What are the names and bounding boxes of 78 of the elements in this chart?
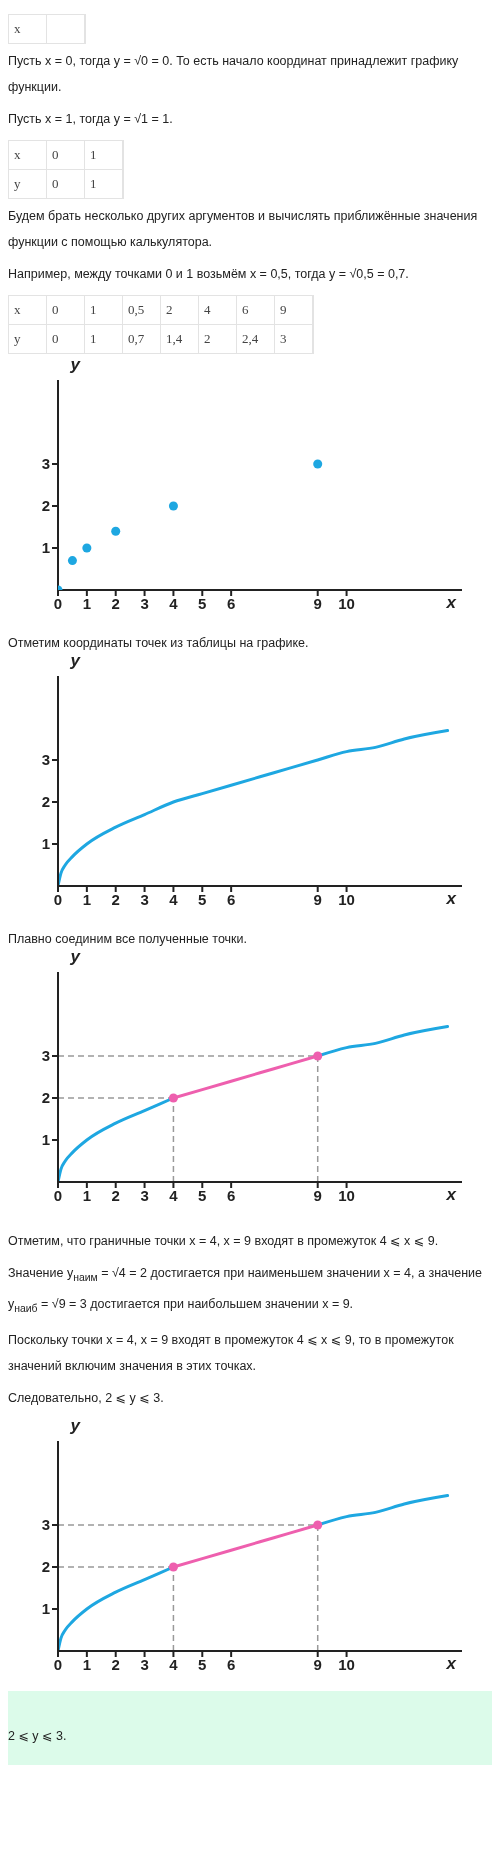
x-tick-label: 0 — [53, 594, 63, 612]
x-tick-label: 9 — [313, 594, 322, 612]
x-tick-label: 9 — [313, 1655, 322, 1673]
x-tick-label: 6 — [226, 1186, 236, 1204]
x-tick-label: 6 — [226, 1655, 236, 1673]
y-tick-label: 2 — [41, 497, 50, 515]
y-axis-title: y — [69, 651, 82, 671]
x-tick-label: 10 — [338, 1186, 355, 1204]
y-axis-title: y — [69, 947, 82, 967]
x-tick-label: 9 — [313, 1186, 322, 1204]
chart-title: Отметим координаты точек из таблицы на графике. — [8, 636, 309, 650]
x-axis-title: x — [445, 593, 458, 613]
text: Пусть x = 0, тогда y = √0 = 0. То есть начало координат принадлежит графику функции. — [8, 53, 460, 96]
x-tick-label: 10 — [338, 890, 355, 908]
x-tick-label: 1 — [82, 1186, 92, 1204]
y-tick-label: 1 — [41, 1600, 50, 1618]
x-tick-label: 2 — [111, 890, 120, 908]
point — [67, 556, 77, 566]
y-tick-label: 3 — [41, 751, 50, 769]
y-tick-label: 3 — [41, 1516, 50, 1534]
x-tick-label: 4 — [169, 594, 179, 612]
point — [82, 543, 92, 553]
x-tick-label: 5 — [198, 890, 207, 908]
x-axis-title: x — [445, 1654, 458, 1674]
text: x 0 1 — [14, 147, 97, 162]
x-tick-label: 5 — [198, 1186, 207, 1204]
y-tick-label: 2 — [41, 1089, 50, 1107]
y-tick-label: 3 — [41, 455, 50, 473]
y-tick-label: 2 — [41, 1558, 50, 1576]
x-tick-label: 1 — [82, 890, 92, 908]
point — [168, 501, 178, 511]
x-axis-title: x — [445, 1185, 458, 1205]
x-tick-label: 4 — [169, 1655, 179, 1673]
chart-title: Плавно соединим все полученные точки. — [8, 932, 247, 946]
x-tick-label: 3 — [140, 594, 149, 612]
x-tick-label: 3 — [140, 1655, 149, 1673]
y-tick-label: 2 — [41, 793, 50, 811]
text: Например, между точками 0 и 1 возьмём x = 0,5, тогда y = √0,5 = 0,7. — [8, 266, 410, 283]
text: Будем брать несколько других аргументов и вычислять приближённые значения функции с помощью калькулятора. — [8, 208, 479, 251]
text: 2 ⩽ y ⩽ 3. — [8, 1728, 68, 1745]
x-tick-label: 1 — [82, 594, 92, 612]
x-tick-label: 9 — [313, 890, 322, 908]
x-tick-label: 10 — [338, 1655, 355, 1673]
y-tick-label: 1 — [41, 835, 50, 853]
y-tick-label: 1 — [41, 539, 50, 557]
x-tick-label: 3 — [140, 890, 149, 908]
y-axis-title: y — [69, 355, 82, 375]
text: y 0 1 0,7 1,4 2 2,4 3 — [14, 331, 287, 346]
x-tick-label: 2 — [111, 1655, 120, 1673]
x-tick-label: 6 — [226, 890, 236, 908]
point — [313, 459, 323, 469]
x-tick-label: 4 — [169, 890, 179, 908]
point — [111, 526, 121, 536]
x-tick-label: 5 — [198, 594, 207, 612]
text: Значение y$_{наим}$ = √4 = 2 достигается при наименьшем значении x = 4, а значение y$_{наиб}$ = √9 = 3 достигается при наибольшем значении x = 9. — [8, 1266, 483, 1313]
x-tick-label: 4 — [169, 1186, 179, 1204]
x-tick-label: 0 — [53, 1655, 63, 1673]
line-series — [58, 729, 450, 886]
x-axis-title: x — [445, 889, 458, 909]
text: Следовательно, 2 ⩽ y ⩽ 3. — [8, 1390, 165, 1407]
y-axis-title: y — [69, 1416, 82, 1436]
x-tick-label: 10 — [338, 594, 355, 612]
x-tick-label: 0 — [53, 890, 63, 908]
x-tick-label: 1 — [82, 1655, 92, 1673]
text: Пусть x = 1, тогда y = √1 = 1. — [8, 111, 174, 128]
text: x 0 1 0,5 2 4 6 9 — [14, 302, 287, 317]
x-tick-label: 6 — [226, 594, 236, 612]
text: Отметим, что граничные точки x = 4, x = 9 входят в промежуток 4 ⩽ x ⩽ 9. — [8, 1233, 440, 1250]
x-tick-label: 0 — [53, 1186, 63, 1204]
text: x — [9, 15, 47, 43]
y-tick-label: 3 — [41, 1047, 50, 1065]
x-tick-label: 5 — [198, 1655, 207, 1673]
x-tick-label: 3 — [140, 1186, 149, 1204]
x-tick-label: 2 — [111, 1186, 120, 1204]
text: y 0 1 — [14, 176, 97, 191]
y-tick-label: 1 — [41, 1131, 50, 1149]
x-tick-label: 2 — [111, 594, 120, 612]
text: Поскольку точки x = 4, x = 9 входят в промежуток 4 ⩽ x ⩽ 9, то в промежуток значений включим значения в этих точках. — [8, 1332, 455, 1375]
